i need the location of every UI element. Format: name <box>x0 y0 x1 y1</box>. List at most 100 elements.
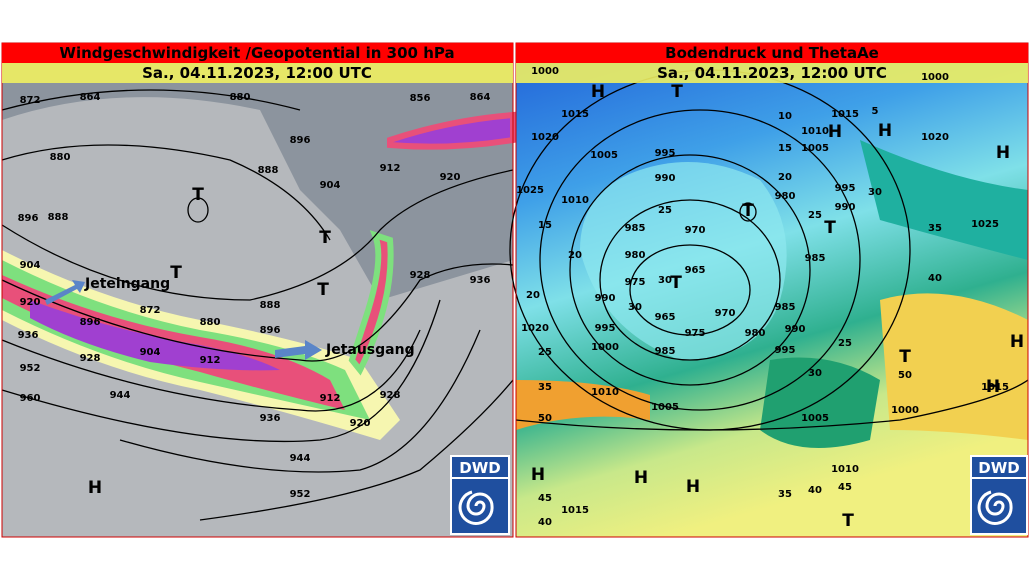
pressure-center: H <box>828 122 842 142</box>
contour-label: 1000 <box>531 66 559 77</box>
contour-label: 952 <box>20 363 41 374</box>
contour-label: 888 <box>258 165 279 176</box>
contour-label: 920 <box>350 418 371 429</box>
contour-label: 40 <box>808 485 822 496</box>
pressure-center: H <box>591 82 605 102</box>
contour-label: 856 <box>410 93 431 104</box>
left-map <box>1 42 516 538</box>
contour-label: 864 <box>470 92 491 103</box>
title-bar <box>2 43 513 63</box>
subtitle-bar <box>516 63 1028 83</box>
pressure-center: T <box>319 228 331 248</box>
contour-label: 990 <box>655 173 676 184</box>
contour-label: 995 <box>595 323 616 334</box>
annotation: Jetausgang <box>325 342 415 358</box>
contour-label: 936 <box>18 330 39 341</box>
contour-label: 912 <box>320 393 341 404</box>
pressure-center: H <box>686 477 700 497</box>
contour-label: 985 <box>655 346 676 357</box>
panel-title: Bodendruck und ThetaAe <box>665 44 879 62</box>
pressure-center: T <box>670 273 682 293</box>
contour-label: 912 <box>380 163 401 174</box>
contour-label: 1025 <box>516 185 544 196</box>
pressure-center: T <box>192 185 204 205</box>
contour-label: 990 <box>595 293 616 304</box>
contour-label: 1015 <box>561 109 589 120</box>
contour-label: 1000 <box>921 72 949 83</box>
contour-label: 30 <box>628 302 642 313</box>
contour-label: 1005 <box>801 143 829 154</box>
contour-label: 40 <box>928 273 942 284</box>
contour-label: 30 <box>658 275 672 286</box>
pressure-center: T <box>671 82 683 102</box>
pressure-center: T <box>842 511 854 531</box>
contour-label: 1005 <box>590 150 618 161</box>
contour-label: 944 <box>290 453 311 464</box>
contour-label: 50 <box>538 413 552 424</box>
annotation: Jeteingang <box>84 276 170 292</box>
contour-label: 15 <box>538 220 552 231</box>
contour-label: 980 <box>625 250 646 261</box>
pressure-center: H <box>531 465 545 485</box>
title-bar <box>516 43 1028 63</box>
contour-label: 896 <box>18 213 39 224</box>
logo-text: DWD <box>978 459 1019 477</box>
contour-label: 20 <box>778 172 792 183</box>
contour-label: 1010 <box>591 387 619 398</box>
contour-label: 1020 <box>921 132 949 143</box>
contour-label: 45 <box>538 493 552 504</box>
contour-label: 35 <box>778 489 792 500</box>
contour-label: 980 <box>745 328 766 339</box>
contour-label: 896 <box>80 317 101 328</box>
panel-subtitle: Sa., 04.11.2023, 12:00 UTC <box>657 64 887 82</box>
contour-label: 30 <box>808 368 822 379</box>
contour-label: 880 <box>230 92 251 103</box>
contour-label: 952 <box>290 489 311 500</box>
pressure-center: H <box>878 121 892 141</box>
pressure-center: H <box>996 143 1010 163</box>
contour-label: 936 <box>470 275 491 286</box>
contour-label: 864 <box>80 92 101 103</box>
contour-label: 985 <box>805 253 826 264</box>
contour-label: 896 <box>290 135 311 146</box>
contour-label: 20 <box>568 250 582 261</box>
pressure-center: H <box>986 377 1000 397</box>
contour-label: 20 <box>526 290 540 301</box>
contour-label: 1010 <box>561 195 589 206</box>
contour-label: 904 <box>140 347 161 358</box>
contour-label: 1005 <box>801 413 829 424</box>
contour-label: 896 <box>260 325 281 336</box>
contour-label: 928 <box>80 353 101 364</box>
contour-label: 904 <box>20 260 41 271</box>
contour-label: 975 <box>625 277 646 288</box>
pressure-center: T <box>824 218 836 238</box>
dwd-logo: DWD <box>450 455 510 535</box>
contour-label: 920 <box>440 172 461 183</box>
contour-label: 995 <box>655 148 676 159</box>
contour-label: 45 <box>838 482 852 493</box>
contour-label: 25 <box>838 338 852 349</box>
contour-label: 985 <box>625 223 646 234</box>
arrow <box>45 280 85 305</box>
contour-label: 25 <box>658 205 672 216</box>
contour-label: 990 <box>785 324 806 335</box>
contour-label: 872 <box>140 305 161 316</box>
contour-label: 10 <box>778 111 792 122</box>
contour-label: 970 <box>685 225 706 236</box>
arrow <box>275 340 322 360</box>
contour-label: 50 <box>898 370 912 381</box>
subtitle-bar <box>2 63 513 83</box>
panel-subtitle: Sa., 04.11.2023, 12:00 UTC <box>142 64 372 82</box>
contour-label: 35 <box>928 223 942 234</box>
contour-label: 880 <box>200 317 221 328</box>
contour-label: 888 <box>260 300 281 311</box>
contour-label: 1020 <box>531 132 559 143</box>
contour-label: 1015 <box>981 382 1009 393</box>
contour-label: 960 <box>20 393 41 404</box>
contour-label: 995 <box>775 345 796 356</box>
contour-label: 880 <box>50 152 71 163</box>
contour-label: 904 <box>320 180 341 191</box>
contour-label: 928 <box>410 270 431 281</box>
